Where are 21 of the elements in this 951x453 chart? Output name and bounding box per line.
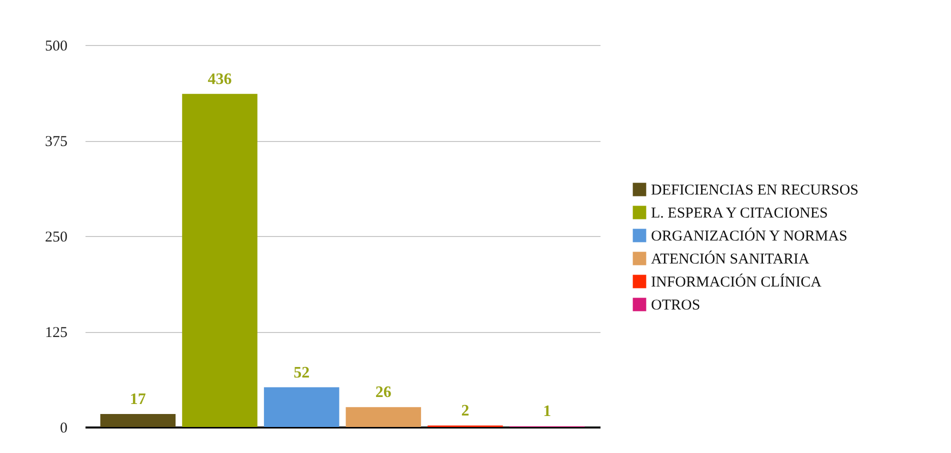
bar: [264, 387, 340, 427]
legend-label: ORGANIZACIÓN Y NORMAS: [651, 228, 848, 244]
bar: [346, 407, 422, 427]
legend-label: L. ESPERA Y CITACIONES: [651, 206, 828, 222]
data-label: 1: [543, 403, 552, 420]
legend-label: ATENCIÓN SANITARIA: [651, 250, 810, 268]
y-tick-label: 125: [45, 325, 68, 341]
y-tick-label: 500: [45, 38, 68, 54]
y-tick-label: 250: [45, 230, 68, 246]
legend-label: OTROS: [651, 298, 700, 314]
bar: [182, 94, 258, 427]
legend-label: DEFICIENCIAS EN RECURSOS: [651, 182, 859, 198]
data-label: 436: [208, 70, 232, 88]
data-label: 52: [294, 364, 310, 382]
bar: [100, 414, 176, 427]
legend-label: INFORMACIÓN CLÍNICA: [651, 274, 822, 290]
data-label: 17: [130, 391, 146, 408]
y-tick-label: 375: [45, 134, 68, 150]
data-label: 26: [375, 384, 392, 402]
y-tick-label: 0: [60, 420, 68, 436]
data-label: 2: [461, 402, 470, 420]
